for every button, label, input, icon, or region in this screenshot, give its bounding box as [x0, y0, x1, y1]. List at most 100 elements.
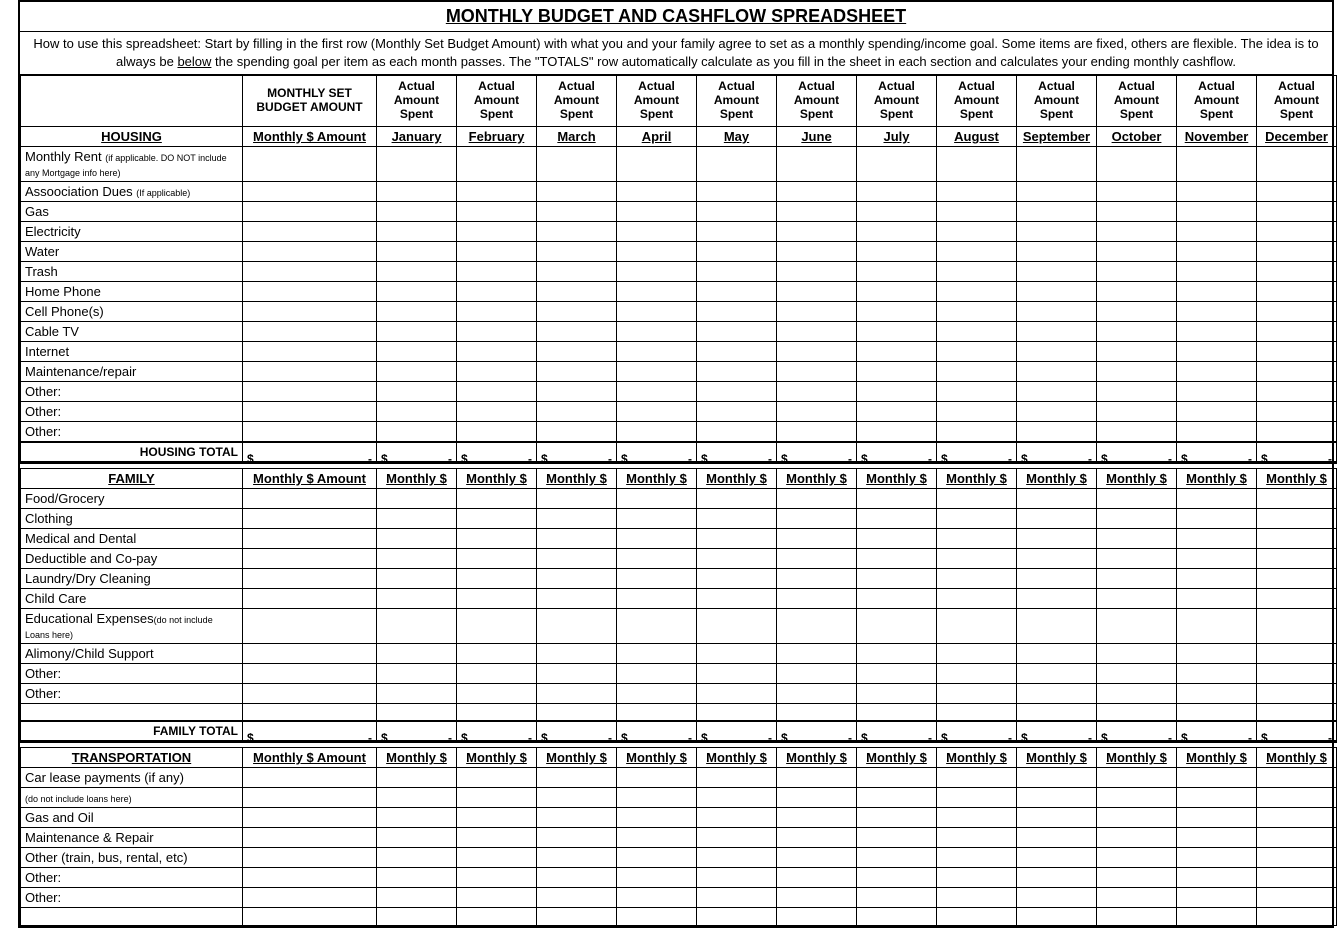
- cell[interactable]: [857, 848, 937, 868]
- cell[interactable]: [1017, 643, 1097, 663]
- cell[interactable]: [697, 548, 777, 568]
- cell[interactable]: [537, 401, 617, 421]
- cell[interactable]: [243, 341, 377, 361]
- cell[interactable]: [457, 888, 537, 908]
- cell[interactable]: [377, 808, 457, 828]
- cell[interactable]: [1177, 381, 1257, 401]
- cell[interactable]: [1017, 848, 1097, 868]
- cell[interactable]: [377, 568, 457, 588]
- cell[interactable]: [537, 528, 617, 548]
- cell[interactable]: [1097, 868, 1177, 888]
- cell[interactable]: [697, 643, 777, 663]
- cell[interactable]: [1097, 361, 1177, 381]
- cell[interactable]: [777, 663, 857, 683]
- cell[interactable]: [1257, 261, 1337, 281]
- cell[interactable]: [21, 908, 243, 926]
- cell[interactable]: [1257, 321, 1337, 341]
- cell[interactable]: [1177, 488, 1257, 508]
- cell[interactable]: [243, 768, 377, 788]
- cell[interactable]: [537, 421, 617, 442]
- cell[interactable]: [377, 341, 457, 361]
- cell[interactable]: [1177, 421, 1257, 442]
- cell[interactable]: [617, 908, 697, 926]
- cell[interactable]: [1257, 608, 1337, 643]
- cell[interactable]: [457, 201, 537, 221]
- cell[interactable]: [457, 401, 537, 421]
- cell[interactable]: [243, 683, 377, 703]
- cell[interactable]: [377, 401, 457, 421]
- cell[interactable]: [857, 341, 937, 361]
- cell[interactable]: [537, 703, 617, 721]
- cell[interactable]: [1017, 528, 1097, 548]
- cell[interactable]: [697, 608, 777, 643]
- cell[interactable]: [1097, 703, 1177, 721]
- cell[interactable]: [1017, 488, 1097, 508]
- cell[interactable]: [617, 421, 697, 442]
- cell[interactable]: [1097, 421, 1177, 442]
- cell[interactable]: [377, 528, 457, 548]
- cell[interactable]: [857, 361, 937, 381]
- cell[interactable]: [243, 241, 377, 261]
- cell[interactable]: [1097, 788, 1177, 808]
- cell[interactable]: [537, 488, 617, 508]
- cell[interactable]: [857, 321, 937, 341]
- cell[interactable]: [243, 381, 377, 401]
- cell[interactable]: [617, 146, 697, 181]
- cell[interactable]: [857, 908, 937, 926]
- cell[interactable]: [777, 528, 857, 548]
- cell[interactable]: [377, 868, 457, 888]
- cell[interactable]: [857, 888, 937, 908]
- cell[interactable]: [243, 261, 377, 281]
- cell[interactable]: [937, 508, 1017, 528]
- cell[interactable]: [377, 421, 457, 442]
- cell[interactable]: [697, 241, 777, 261]
- cell[interactable]: [777, 608, 857, 643]
- cell[interactable]: [1017, 181, 1097, 201]
- cell[interactable]: [1257, 421, 1337, 442]
- cell[interactable]: [457, 868, 537, 888]
- cell[interactable]: [697, 663, 777, 683]
- cell[interactable]: [1177, 588, 1257, 608]
- cell[interactable]: [617, 401, 697, 421]
- cell[interactable]: [937, 683, 1017, 703]
- cell[interactable]: [617, 381, 697, 401]
- cell[interactable]: [1097, 146, 1177, 181]
- cell[interactable]: [457, 808, 537, 828]
- cell[interactable]: [857, 643, 937, 663]
- cell[interactable]: [697, 828, 777, 848]
- cell[interactable]: [1177, 146, 1257, 181]
- cell[interactable]: [537, 568, 617, 588]
- cell[interactable]: [1257, 241, 1337, 261]
- cell[interactable]: [1257, 201, 1337, 221]
- cell[interactable]: [1177, 301, 1257, 321]
- cell[interactable]: [243, 146, 377, 181]
- cell[interactable]: [697, 381, 777, 401]
- cell[interactable]: [243, 908, 377, 926]
- cell[interactable]: [537, 201, 617, 221]
- cell[interactable]: [617, 261, 697, 281]
- cell[interactable]: [537, 608, 617, 643]
- cell[interactable]: [697, 146, 777, 181]
- cell[interactable]: [1097, 401, 1177, 421]
- cell[interactable]: [1017, 768, 1097, 788]
- cell[interactable]: [1177, 868, 1257, 888]
- cell[interactable]: [537, 768, 617, 788]
- cell[interactable]: [1097, 828, 1177, 848]
- cell[interactable]: [537, 848, 617, 868]
- cell[interactable]: [377, 888, 457, 908]
- cell[interactable]: [1017, 908, 1097, 926]
- cell[interactable]: [1177, 508, 1257, 528]
- cell[interactable]: [1097, 381, 1177, 401]
- cell[interactable]: [1257, 221, 1337, 241]
- cell[interactable]: [1017, 508, 1097, 528]
- cell[interactable]: [537, 908, 617, 926]
- cell[interactable]: [777, 703, 857, 721]
- cell[interactable]: [457, 301, 537, 321]
- cell[interactable]: [1177, 808, 1257, 828]
- cell[interactable]: [937, 201, 1017, 221]
- cell[interactable]: [457, 588, 537, 608]
- cell[interactable]: [937, 848, 1017, 868]
- cell[interactable]: [937, 281, 1017, 301]
- cell[interactable]: [1177, 181, 1257, 201]
- cell[interactable]: [377, 261, 457, 281]
